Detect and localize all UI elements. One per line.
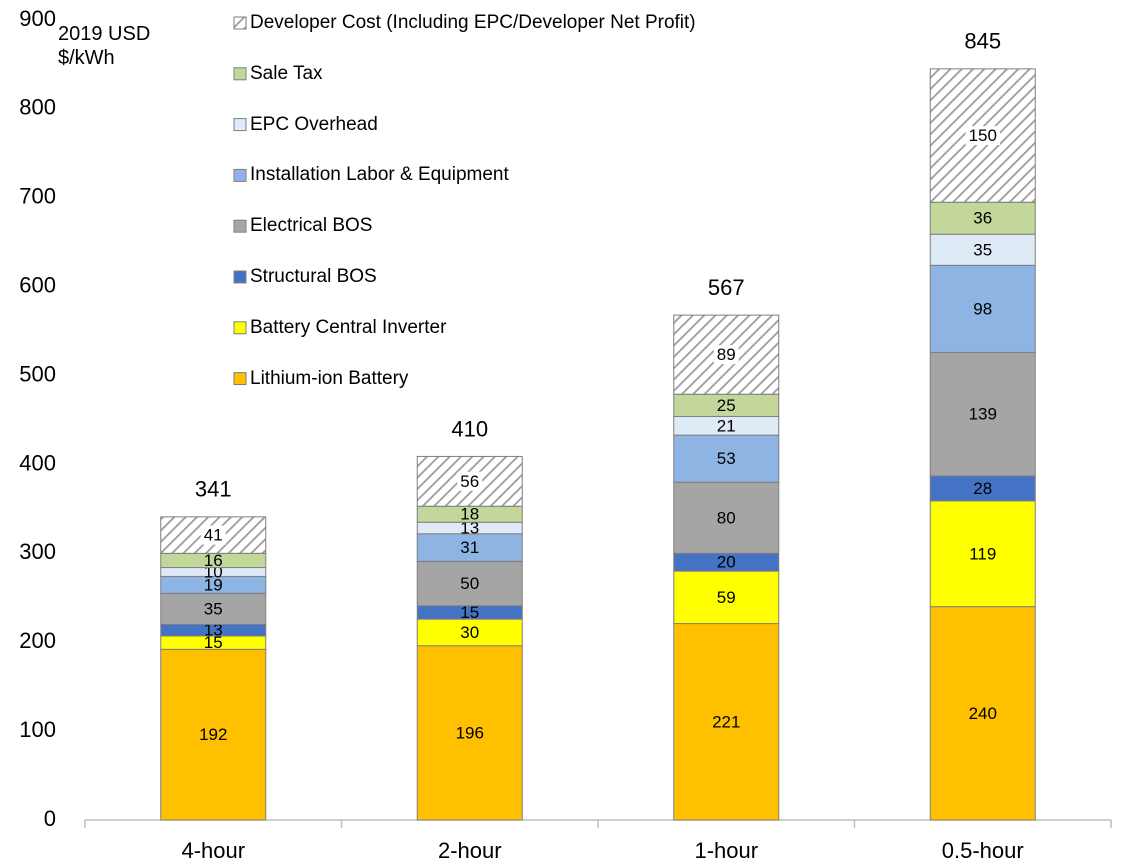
legend-swatch (233, 118, 247, 132)
data-label: 56 (460, 472, 479, 491)
legend-label: Installation Labor & Equipment (250, 164, 509, 186)
data-label: 20 (717, 553, 736, 572)
data-label: 139 (969, 405, 997, 424)
data-label: 59 (717, 588, 736, 607)
data-label: 50 (460, 574, 479, 593)
total-label: 567 (708, 275, 745, 300)
y-tick-label: 600 (19, 272, 56, 297)
bar-segment (160, 592, 267, 625)
total-label: 410 (451, 416, 488, 441)
data-label: 25 (717, 396, 736, 415)
y-tick-label: 800 (19, 95, 56, 120)
bar-segment (673, 623, 780, 821)
bar-segment (416, 645, 523, 821)
legend-label: Developer Cost (Including EPC/Developer … (250, 12, 696, 33)
legend-swatch (233, 321, 247, 335)
data-label: 35 (204, 599, 223, 618)
y-tick-label: 0 (44, 806, 56, 831)
legend-label: Structural BOS (250, 266, 377, 287)
legend-swatch (233, 67, 247, 81)
legend-label: EPC Overhead (250, 113, 378, 135)
y-axis-label: 2019 USD $/kWh (58, 23, 151, 69)
bar-segment (929, 264, 1036, 353)
data-label: 30 (460, 623, 479, 642)
data-label: 19 (204, 575, 223, 594)
data-label: 53 (717, 449, 736, 468)
legend-label: Lithium-ion Battery (250, 367, 409, 389)
y-tick-label: 100 (19, 717, 56, 742)
data-label-bg (965, 126, 1000, 146)
legend-swatch (233, 372, 247, 386)
x-tick-label: 4-hour (181, 838, 245, 863)
data-label: 35 (973, 240, 992, 259)
x-tick-label: 0.5-hour (942, 838, 1024, 863)
x-tick-label: 1-hour (694, 838, 758, 863)
data-label: 18 (460, 505, 479, 524)
y-tick-label: 300 (19, 539, 56, 564)
bar-segment (673, 434, 780, 483)
data-label-bg (713, 345, 739, 365)
data-label: 15 (204, 633, 223, 652)
data-label: 150 (969, 126, 997, 145)
legend-swatch (233, 168, 247, 182)
y-tick-label: 900 (19, 6, 56, 31)
bar-segment (673, 481, 780, 554)
data-label: 80 (717, 508, 736, 527)
data-label: 15 (460, 603, 479, 622)
data-label: 21 (717, 416, 736, 435)
data-label: 41 (204, 526, 223, 545)
data-label: 240 (969, 704, 997, 723)
legend-label: Electrical BOS (250, 215, 373, 237)
bar-segment (416, 560, 523, 607)
bar-segment (416, 618, 523, 647)
data-label: 36 (973, 209, 992, 228)
legend-swatch (233, 16, 247, 30)
data-label: 13 (204, 621, 223, 640)
data-label: 31 (460, 538, 479, 557)
x-tick-label: 2-hour (438, 838, 502, 863)
data-label: 221 (712, 712, 740, 731)
data-label: 89 (717, 345, 736, 364)
total-label: 341 (195, 477, 232, 502)
bar-segment (929, 500, 1036, 608)
bar-segment (416, 533, 523, 562)
legend-swatch (233, 219, 247, 233)
data-label-bg (457, 471, 483, 491)
legend-label: Sale Tax (250, 62, 323, 84)
total-label: 845 (964, 29, 1001, 54)
bar-segment (929, 201, 1036, 235)
y-tick-label: 500 (19, 361, 56, 386)
y-tick-label: 700 (19, 184, 56, 209)
bar-segment (673, 570, 780, 625)
data-label: 16 (204, 551, 223, 570)
legend-label: Battery Central Inverter (250, 316, 447, 338)
y-tick-label: 400 (19, 450, 56, 475)
data-label: 196 (456, 723, 484, 742)
data-label: 119 (969, 544, 996, 563)
bar-segment (160, 648, 267, 821)
y-tick-label: 200 (19, 628, 56, 653)
legend-swatch (233, 270, 247, 284)
data-label: 13 (460, 518, 479, 537)
bar-segment (929, 606, 1036, 821)
data-label: 98 (973, 299, 992, 318)
data-label: 192 (199, 725, 227, 744)
data-label-bg (200, 525, 226, 545)
data-label: 28 (973, 479, 992, 498)
